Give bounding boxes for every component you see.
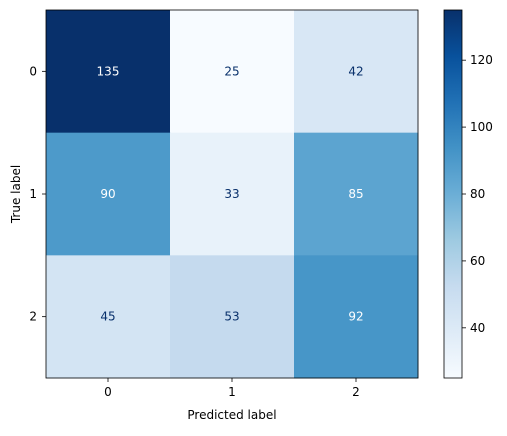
heatmap-cell bbox=[294, 255, 419, 379]
cell-value-label: 85 bbox=[348, 187, 363, 201]
x-axis-ticks: 0 1 2 bbox=[104, 378, 360, 399]
cell-value-labels: 135 25 42 90 33 85 45 53 92 bbox=[97, 64, 364, 323]
x-tick-label: 0 bbox=[104, 385, 112, 399]
colorbar bbox=[443, 9, 463, 379]
cell-value-label: 33 bbox=[224, 187, 239, 201]
heatmap-cell bbox=[46, 255, 171, 379]
colorbar-tick-label: 80 bbox=[470, 187, 485, 201]
y-tick-label: 0 bbox=[29, 64, 37, 78]
x-tick-label: 1 bbox=[228, 385, 236, 399]
cell-value-label: 42 bbox=[348, 64, 363, 78]
cell-value-label: 25 bbox=[224, 64, 239, 78]
colorbar-tick-label: 100 bbox=[470, 120, 493, 134]
heatmap-cell bbox=[294, 132, 419, 256]
heatmap-cells bbox=[46, 10, 419, 379]
y-axis-label: True label bbox=[9, 165, 23, 224]
x-tick-label: 2 bbox=[352, 385, 360, 399]
colorbar-tick-label: 60 bbox=[470, 254, 485, 268]
y-tick-label: 1 bbox=[29, 187, 37, 201]
cell-value-label: 135 bbox=[97, 64, 120, 78]
heatmap-cell bbox=[46, 132, 171, 256]
colorbar-tick-label: 40 bbox=[470, 321, 485, 335]
heatmap-cell bbox=[170, 132, 295, 256]
heatmap-cell bbox=[294, 10, 419, 134]
heatmap-cell bbox=[46, 10, 171, 134]
cell-value-label: 53 bbox=[224, 310, 239, 324]
y-tick-label: 2 bbox=[29, 310, 37, 324]
x-axis-label: Predicted label bbox=[187, 408, 276, 422]
cell-value-label: 90 bbox=[100, 187, 115, 201]
heatmap-cell bbox=[170, 10, 295, 134]
heatmap-cell bbox=[170, 255, 295, 379]
y-axis-ticks: 0 1 2 bbox=[29, 64, 46, 324]
colorbar-tick-label: 120 bbox=[470, 53, 493, 67]
cell-value-label: 92 bbox=[348, 310, 363, 324]
cell-value-label: 45 bbox=[100, 310, 115, 324]
colorbar-ticks: 40 60 80 100 120 bbox=[462, 53, 493, 335]
